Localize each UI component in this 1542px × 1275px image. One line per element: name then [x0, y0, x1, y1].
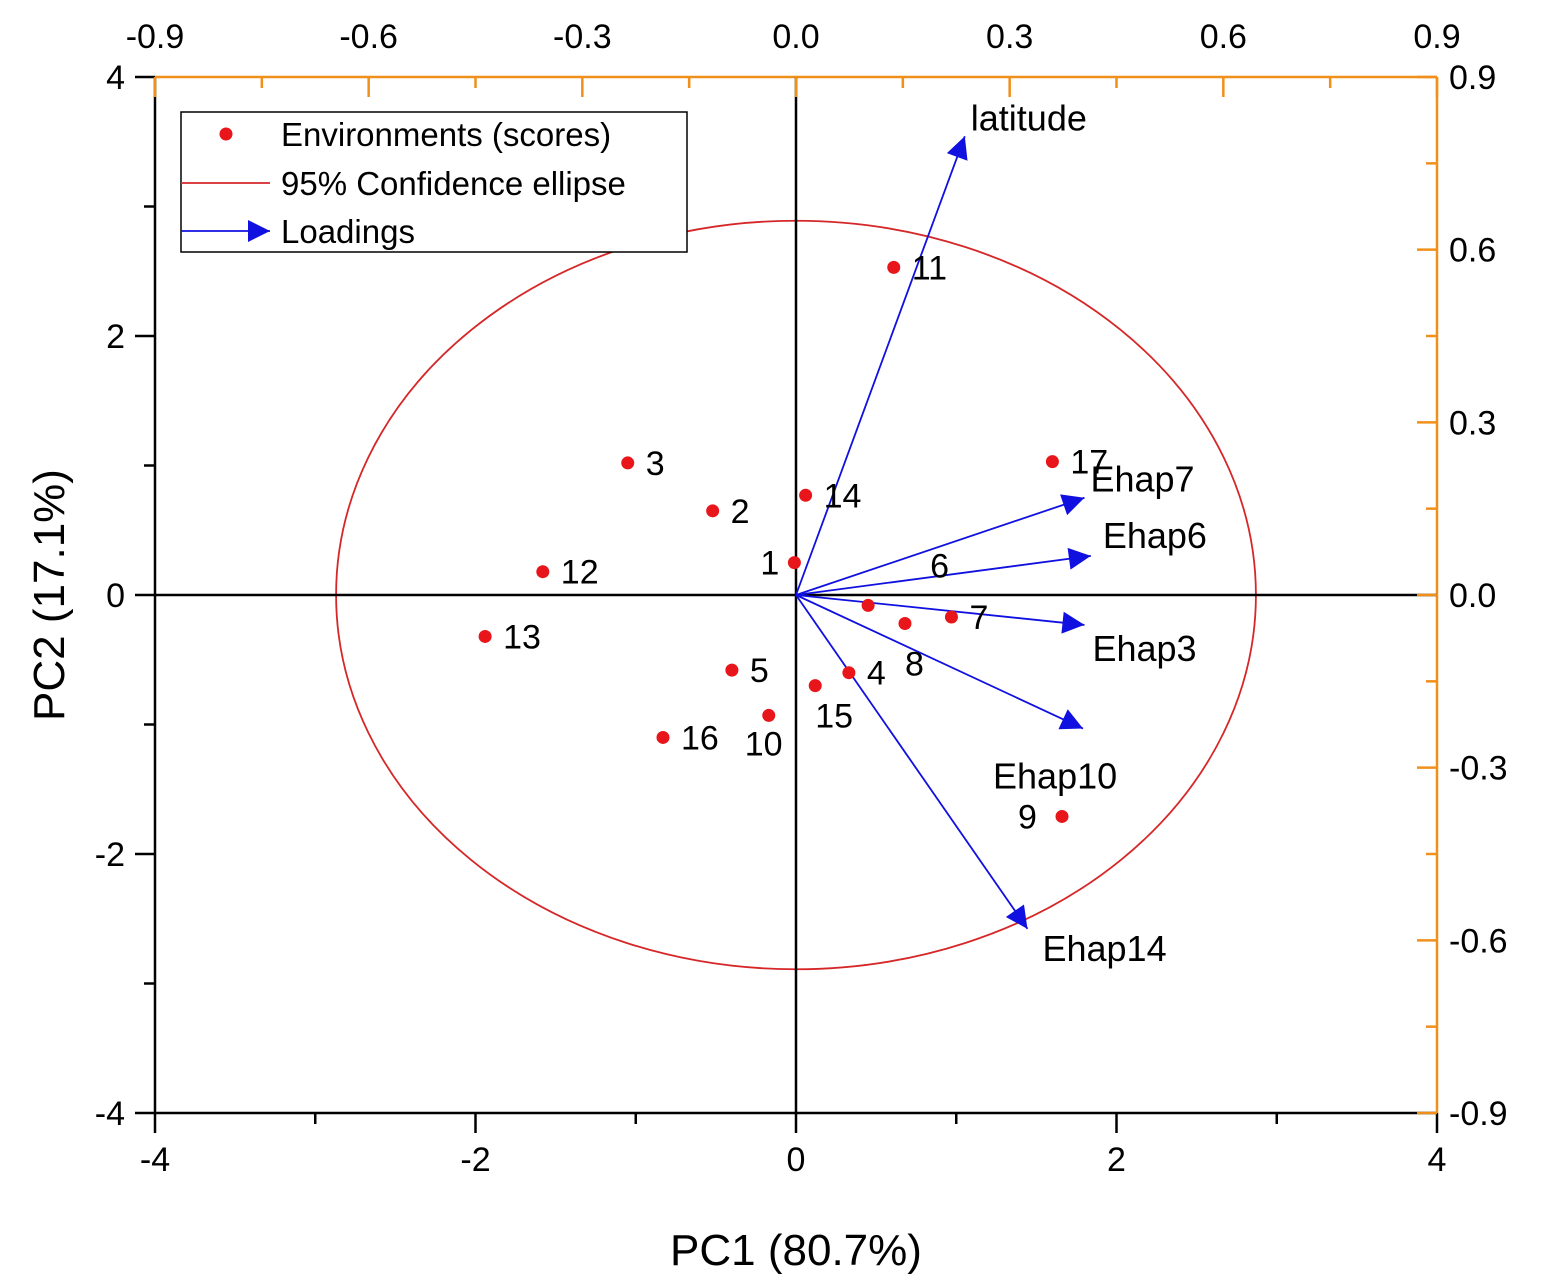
- loading-arrow: [795, 594, 1029, 930]
- score-label: 4: [867, 655, 886, 693]
- score-point: [842, 666, 856, 680]
- legend: Environments (scores) 95% Confidence elli…: [180, 111, 688, 253]
- right-tick-label: -0.6: [1449, 922, 1508, 960]
- right-tick-label: -0.9: [1449, 1095, 1508, 1133]
- x-tick-label: -2: [460, 1141, 490, 1179]
- loading-label: Ehap6: [1103, 515, 1207, 556]
- loading-arrow: [795, 135, 968, 596]
- x-tick-label: -4: [140, 1141, 170, 1179]
- score-label: 10: [745, 725, 783, 763]
- score-point: [799, 488, 813, 502]
- score-point: [536, 565, 550, 579]
- score-point: [887, 260, 901, 274]
- score-label: 2: [731, 493, 750, 531]
- legend-entry-label: Environments (scores): [281, 116, 611, 153]
- score-label: 9: [1018, 798, 1037, 836]
- loading-arrow: [795, 494, 1085, 596]
- score-label: 7: [969, 599, 988, 637]
- score-label: 15: [815, 698, 853, 736]
- score-label: 12: [561, 554, 599, 592]
- score-point: [725, 663, 739, 677]
- y-tick-label: 0: [106, 577, 125, 615]
- loading-label: Ehap10: [993, 756, 1117, 797]
- top-tick-label: -0.3: [553, 18, 612, 56]
- loading-label: Ehap7: [1090, 459, 1194, 500]
- score-label: 1: [760, 545, 779, 583]
- right-tick-label: 0.0: [1449, 577, 1496, 615]
- score-point: [787, 556, 801, 570]
- right-tick-label: 0.9: [1449, 59, 1496, 97]
- score-point: [944, 610, 958, 624]
- score-label: 17: [1070, 444, 1108, 482]
- top-tick-label: -0.6: [339, 18, 398, 56]
- score-label: 5: [750, 652, 769, 690]
- right-tick-label: 0.6: [1449, 232, 1496, 270]
- score-point: [706, 504, 720, 518]
- score-point: [1045, 455, 1059, 469]
- score-point: [898, 616, 912, 630]
- score-point: [762, 708, 776, 722]
- right-tick-label: -0.3: [1449, 750, 1508, 788]
- y-tick-label: -4: [95, 1095, 125, 1133]
- right-tick-label: 0.3: [1449, 404, 1496, 442]
- loading-label: Ehap14: [1042, 928, 1166, 969]
- score-point: [478, 629, 492, 643]
- y-tick-label: 4: [106, 59, 125, 97]
- score-point: [1055, 809, 1069, 823]
- loadings-layer: latitude Ehap7 Ehap6 Ehap3 Ehap10 Ehap14: [795, 97, 1207, 969]
- legend-score-marker: [219, 127, 233, 141]
- score-point: [656, 730, 670, 744]
- loading-arrow: [795, 594, 1085, 634]
- score-point: [861, 598, 875, 612]
- score-label: 13: [503, 618, 541, 656]
- score-point: [808, 679, 822, 693]
- x-tick-label: 0: [787, 1141, 806, 1179]
- y-tick-label: -2: [95, 836, 125, 874]
- x-axis-title: PC1 (80.7%): [670, 1226, 922, 1275]
- x-tick-label: 2: [1107, 1141, 1126, 1179]
- score-label: 16: [681, 719, 719, 757]
- legend-entry-label: 95% Confidence ellipse: [281, 165, 626, 202]
- score-label: 11: [912, 249, 947, 287]
- loading-arrow: [795, 547, 1091, 596]
- score-point: [621, 456, 635, 470]
- score-label: 14: [824, 477, 862, 515]
- top-tick-label: 0.6: [1200, 18, 1247, 56]
- score-label: 6: [930, 547, 949, 585]
- top-tick-label: 0.0: [772, 18, 819, 56]
- y-axis-title: PC2 (17.1%): [25, 469, 74, 721]
- y-tick-label: 2: [106, 318, 125, 356]
- top-tick-label: -0.9: [126, 18, 185, 56]
- loading-arrow: [795, 594, 1084, 730]
- score-label: 8: [905, 645, 924, 683]
- legend-entry-label: Loadings: [281, 213, 415, 250]
- top-tick-label: 0.3: [986, 18, 1033, 56]
- x-tick-label: 4: [1428, 1141, 1447, 1179]
- loading-label: latitude: [971, 97, 1087, 138]
- score-label: 3: [646, 445, 665, 483]
- loading-label: Ehap3: [1092, 628, 1196, 669]
- top-tick-label: 0.9: [1413, 18, 1460, 56]
